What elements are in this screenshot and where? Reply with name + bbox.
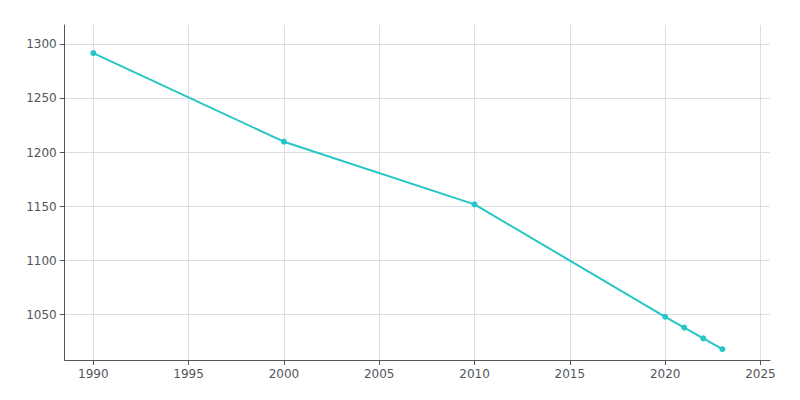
svg-text:1200: 1200 bbox=[26, 146, 57, 160]
svg-text:2015: 2015 bbox=[555, 367, 586, 381]
svg-text:1250: 1250 bbox=[26, 91, 57, 105]
svg-text:1150: 1150 bbox=[26, 200, 57, 214]
svg-text:1990: 1990 bbox=[78, 367, 109, 381]
svg-text:1995: 1995 bbox=[173, 367, 204, 381]
svg-text:2000: 2000 bbox=[269, 367, 300, 381]
svg-text:2010: 2010 bbox=[459, 367, 490, 381]
svg-text:2020: 2020 bbox=[650, 367, 681, 381]
svg-text:1100: 1100 bbox=[26, 254, 57, 268]
svg-text:2025: 2025 bbox=[745, 367, 776, 381]
svg-text:1300: 1300 bbox=[26, 37, 57, 51]
svg-text:2005: 2005 bbox=[364, 367, 395, 381]
svg-text:1050: 1050 bbox=[26, 308, 57, 322]
